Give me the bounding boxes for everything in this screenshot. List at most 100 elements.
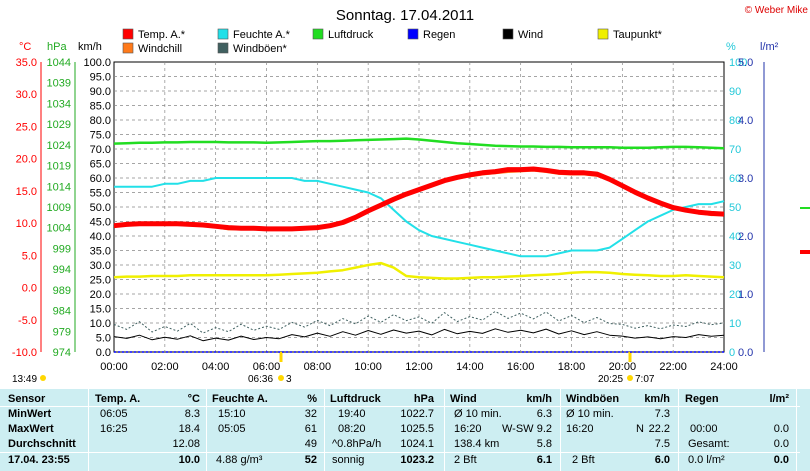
- temp-tick-label: 30.0: [16, 89, 37, 101]
- current-row: 17.04. 23:55 10.0 4.88 g/m³ 52 sonnig 1023.2 2…: [0, 453, 810, 469]
- current-label: 17.04. 23:55: [8, 454, 70, 466]
- humidity-tick-label: 0: [729, 347, 735, 359]
- current-pres: 1023.2: [400, 454, 434, 466]
- wind-tick-label: 40.0: [90, 231, 111, 243]
- max-gust-dir: N: [636, 423, 644, 435]
- temp-tick-label: 15.0: [16, 186, 37, 198]
- wind-tick-label: 100.0: [83, 57, 111, 69]
- avg-wind: 5.8: [536, 438, 552, 450]
- pressure-tick-label: 984: [53, 306, 71, 318]
- temp-tick-label: 5.0: [22, 250, 37, 262]
- max-gust-time: 16:20: [566, 423, 594, 435]
- marker-label: 7:07: [635, 374, 655, 385]
- wind-tick-label: 70.0: [90, 144, 111, 156]
- min-hum-time: 15:10: [218, 408, 246, 420]
- column-separator: [88, 389, 89, 471]
- marker-dot: [627, 375, 633, 381]
- avg-hum: 49: [304, 438, 317, 450]
- rain-tick-label: 0.0: [738, 347, 753, 359]
- marker-dot: [40, 375, 46, 381]
- min-hum: 32: [304, 408, 317, 420]
- max-rain: 0.0: [773, 423, 789, 435]
- max-wind-dir: W-SW: [502, 423, 534, 435]
- pressure-tick-label: 1014: [47, 181, 71, 193]
- x-tick-label: 08:00: [304, 361, 332, 373]
- rain-tick-label: 5.0: [738, 57, 753, 69]
- current-temp: 10.0: [178, 454, 200, 466]
- avg-gust: 7.5: [654, 438, 670, 450]
- rain-tick-label: 3.0: [738, 173, 753, 185]
- max-gust: 22.2: [648, 423, 670, 435]
- column-separator: [206, 389, 207, 471]
- wind-tick-label: 95.0: [90, 72, 111, 84]
- x-tick-label: 24:00: [710, 361, 738, 373]
- pressure-tick-label: 1019: [47, 161, 71, 173]
- max-pres-time: 08:20: [338, 423, 366, 435]
- pressure-tick-label: 974: [53, 347, 71, 359]
- column-separator: [444, 389, 445, 471]
- x-tick-label: 22:00: [659, 361, 687, 373]
- max-rain-time: 00:00: [690, 423, 718, 435]
- series-line-luftdruck: [113, 137, 725, 150]
- max-hum-time: 05:05: [218, 423, 246, 435]
- max-temp: 18.4: [178, 423, 200, 435]
- temp-tick-label: 10.0: [16, 218, 37, 230]
- x-tick-label: 06:00: [253, 361, 281, 373]
- pressure-tick-label: 1034: [47, 98, 71, 110]
- legend-label: Regen: [423, 29, 455, 41]
- wind-axis-unit: km/h: [78, 41, 102, 53]
- wind-tick-label: 80.0: [90, 115, 111, 127]
- header-gust: Windböen: [566, 393, 620, 405]
- min-gust: 7.3: [654, 408, 670, 420]
- marker-label: 3: [286, 374, 292, 385]
- legend-swatch: [597, 28, 609, 40]
- durchschnitt-row: Durchschnitt 12.08 49 ^0.8hPa/h 1024.1 138.4 …: [0, 437, 810, 453]
- wind-tick-label: 90.0: [90, 86, 111, 98]
- marker-dot: [278, 375, 284, 381]
- avg-rain: 0.0: [773, 438, 789, 450]
- header-rain-unit: l/m²: [769, 393, 789, 405]
- humidity-axis-unit: %: [726, 41, 736, 53]
- wind-tick-label: 60.0: [90, 173, 111, 185]
- legend-swatch: [312, 28, 324, 40]
- wind-tick-label: 5.0: [96, 333, 111, 345]
- legend-label: Taupunkt*: [613, 29, 663, 41]
- pressure-tick-label: 1004: [47, 223, 71, 235]
- pressure-tick-label: 1044: [47, 57, 71, 69]
- chart-title: Sonntag. 17.04.2011: [336, 7, 474, 24]
- temp-tick-label: 0.0: [22, 283, 37, 295]
- pressure-tick-label: 994: [53, 264, 71, 276]
- legend-label: Luftdruck: [328, 29, 374, 41]
- legend-label: Feuchte A.*: [233, 29, 291, 41]
- humidity-tick-label: 20: [729, 289, 741, 301]
- legend-swatch: [217, 42, 229, 54]
- header-wind-unit: km/h: [526, 393, 552, 405]
- marker-label: 20:25: [598, 374, 623, 385]
- max-wind: 9.2: [536, 423, 552, 435]
- header-wind: Wind: [450, 393, 477, 405]
- current-pres-label: sonnig: [332, 454, 365, 466]
- humidity-tick-label: 100: [729, 57, 747, 69]
- x-tick-label: 00:00: [100, 361, 128, 373]
- series-line-temp-a: [113, 166, 725, 232]
- header-pressure: Luftdruck: [330, 393, 381, 405]
- avg-label: Durchschnitt: [8, 438, 76, 450]
- x-tick-label: 04:00: [202, 361, 230, 373]
- legend-label: Windböen*: [233, 43, 288, 55]
- current-rain-label: 0.0 l/m²: [688, 454, 725, 466]
- pressure-axis-unit: hPa: [47, 41, 67, 53]
- avg-pres-label: ^0.8hPa/h: [332, 438, 382, 450]
- wind-tick-label: 10.0: [90, 318, 111, 330]
- min-gust-label: Ø 10 min.: [566, 408, 614, 420]
- min-temp-time: 06:05: [100, 408, 128, 420]
- header-temp: Temp. A.: [95, 393, 141, 405]
- wind-tick-label: 75.0: [90, 130, 111, 142]
- humidity-tick-label: 90: [729, 86, 741, 98]
- wind-tick-label: 15.0: [90, 304, 111, 316]
- avg-pres: 1024.1: [400, 438, 434, 450]
- max-pres: 1025.5: [400, 423, 434, 435]
- temp-tick-label: 20.0: [16, 154, 37, 166]
- x-tick-label: 12:00: [405, 361, 433, 373]
- wind-tick-label: 35.0: [90, 246, 111, 258]
- min-wind: 6.3: [536, 408, 552, 420]
